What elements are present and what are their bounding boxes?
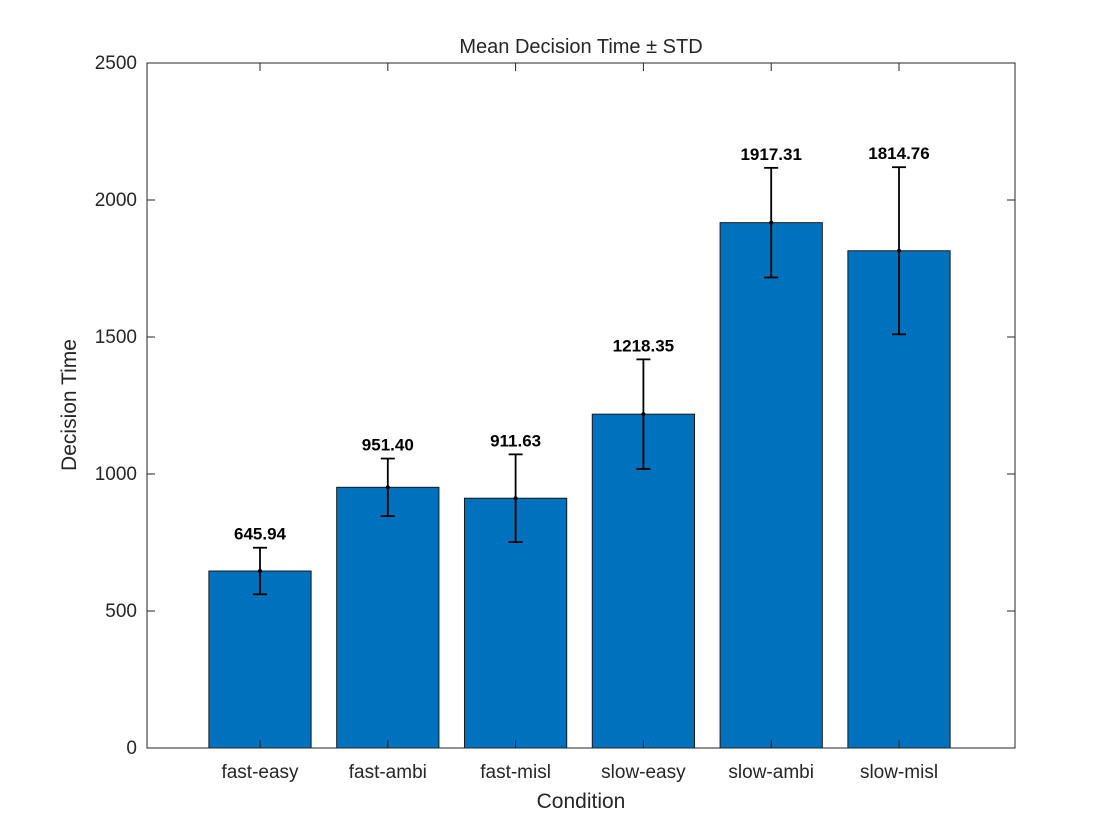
y-tick-label-1500: 1500 [95,327,137,348]
y-axis-label: Decision Time [58,339,81,471]
y-ticks-group: 0 500 1000 1500 2000 2500 [95,53,1015,759]
error-bars-group [253,166,906,596]
bar-fast-easy [208,570,312,749]
bars-group [208,222,951,749]
bar-fast-ambi [336,486,440,749]
data-label-fast-ambi: 951.40 [362,436,414,455]
data-label-fast-misl: 911.63 [490,431,541,450]
y-tick-label-500: 500 [105,601,137,622]
data-labels-group: 645.94 951.40 911.63 1218.35 1917.31 1814.76 [234,144,930,544]
x-tick-label-slow-easy: slow-easy [601,762,686,783]
bar-slow-ambi [719,222,823,749]
mean-marker-fast-ambi [385,485,390,490]
y-tick-label-2000: 2000 [95,190,137,211]
x-tick-label-fast-easy: fast-easy [221,762,299,783]
mean-marker-slow-misl [897,248,901,253]
data-label-slow-ambi: 1917.31 [740,145,801,164]
mean-marker-slow-ambi [769,220,774,225]
x-ticks-group: fast-easy fast-ambi fast-misl slow-easy slow… [221,63,938,783]
mean-marker-fast-misl [513,496,518,501]
y-tick-label-1000: 1000 [95,464,137,485]
x-tick-label-fast-ambi: fast-ambi [349,762,427,783]
data-label-fast-easy: 645.94 [234,525,287,544]
x-tick-label-fast-misl: fast-misl [480,762,551,783]
y-tick-label-0: 0 [126,738,137,759]
x-tick-label-slow-ambi: slow-ambi [728,762,814,783]
x-axis-label: Condition [537,790,626,813]
data-label-slow-easy: 1218.35 [613,336,674,355]
mean-marker-slow-easy [641,412,646,417]
axes-box [146,62,1016,749]
x-tick-label-slow-misl: slow-misl [860,762,938,783]
y-tick-label-2500: 2500 [95,53,137,74]
mean-marker-fast-easy [258,569,262,574]
axes-group [146,62,1016,749]
data-label-slow-misl: 1814.76 [868,144,929,163]
chart-title: Mean Decision Time ± STD [459,36,702,58]
